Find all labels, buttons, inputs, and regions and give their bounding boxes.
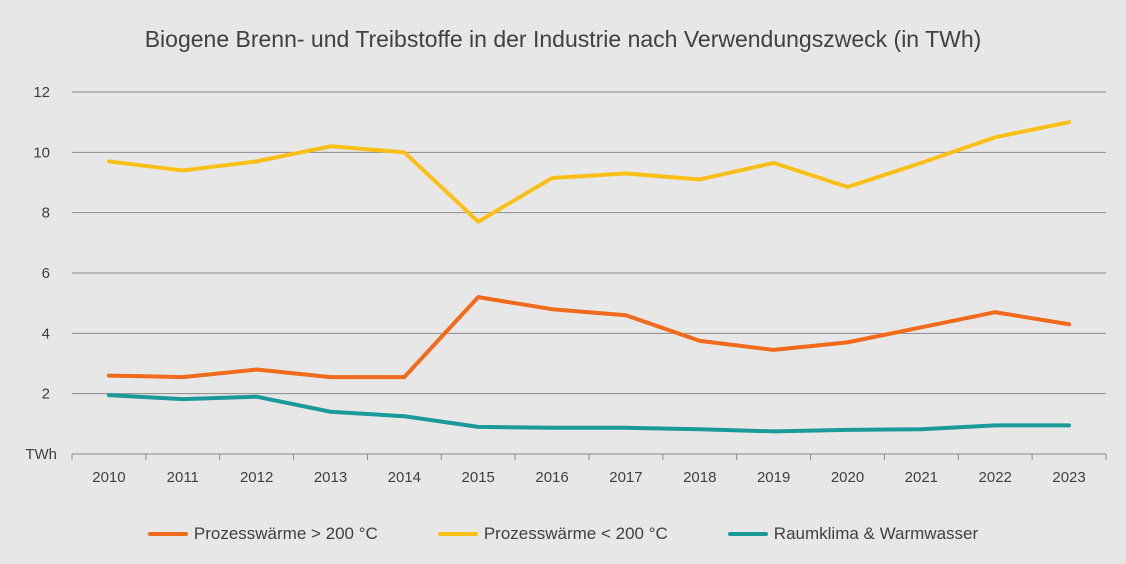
series-line-0 xyxy=(106,295,1072,380)
legend-item: Prozesswärme > 200 °C xyxy=(147,524,378,544)
x-tick-label: 2015 xyxy=(462,469,495,486)
y-tick-label: 8 xyxy=(42,205,50,222)
legend-item: Prozesswärme < 200 °C xyxy=(437,524,668,544)
legend-swatch xyxy=(727,532,768,536)
y-tick-label: 6 xyxy=(42,265,50,282)
x-tick-label: 2013 xyxy=(314,469,347,486)
x-tick-label: 2016 xyxy=(535,469,568,486)
title-text: Biogene Brenn- und Treibstoffe in der In… xyxy=(144,26,888,52)
x-tick-label: 2019 xyxy=(757,469,790,486)
legend-label: Raumklima & Warmwasser xyxy=(773,524,979,543)
series-line-1 xyxy=(106,120,1072,224)
chart-title: Biogene Brenn- und Treibstoffe in der In… xyxy=(0,26,1126,53)
x-tick-label: 2018 xyxy=(683,469,716,486)
y-tick-label: 2 xyxy=(42,386,50,403)
x-tick-label: 2012 xyxy=(240,469,273,486)
y-tick-label: 10 xyxy=(33,144,50,161)
y-tick-label: 12 xyxy=(33,84,50,101)
x-tick-label: 2022 xyxy=(979,469,1012,486)
x-tick-label: 2021 xyxy=(905,469,938,486)
legend-swatch xyxy=(437,532,478,536)
legend-label: Prozesswärme < 200 °C xyxy=(483,524,668,543)
y-tick-label: 4 xyxy=(42,325,50,342)
x-tick-label: 2017 xyxy=(609,469,642,486)
legend-item: Raumklima & Warmwasser xyxy=(727,524,979,544)
x-tick-label: 2014 xyxy=(388,469,421,486)
series-line-2 xyxy=(106,393,1072,434)
legend: Prozesswärme > 200 °C Prozesswärme < 200 … xyxy=(0,524,1126,544)
legend-label: Prozesswärme > 200 °C xyxy=(193,524,378,543)
title-unit: (in TWh) xyxy=(893,26,982,52)
legend-swatch xyxy=(147,532,188,536)
x-tick-label: 2023 xyxy=(1052,469,1085,486)
x-tick-label: 2011 xyxy=(167,469,199,486)
x-tick-label: 2020 xyxy=(831,469,864,486)
y-axis-label: TWh xyxy=(25,446,57,463)
x-tick-label: 2010 xyxy=(92,469,125,486)
